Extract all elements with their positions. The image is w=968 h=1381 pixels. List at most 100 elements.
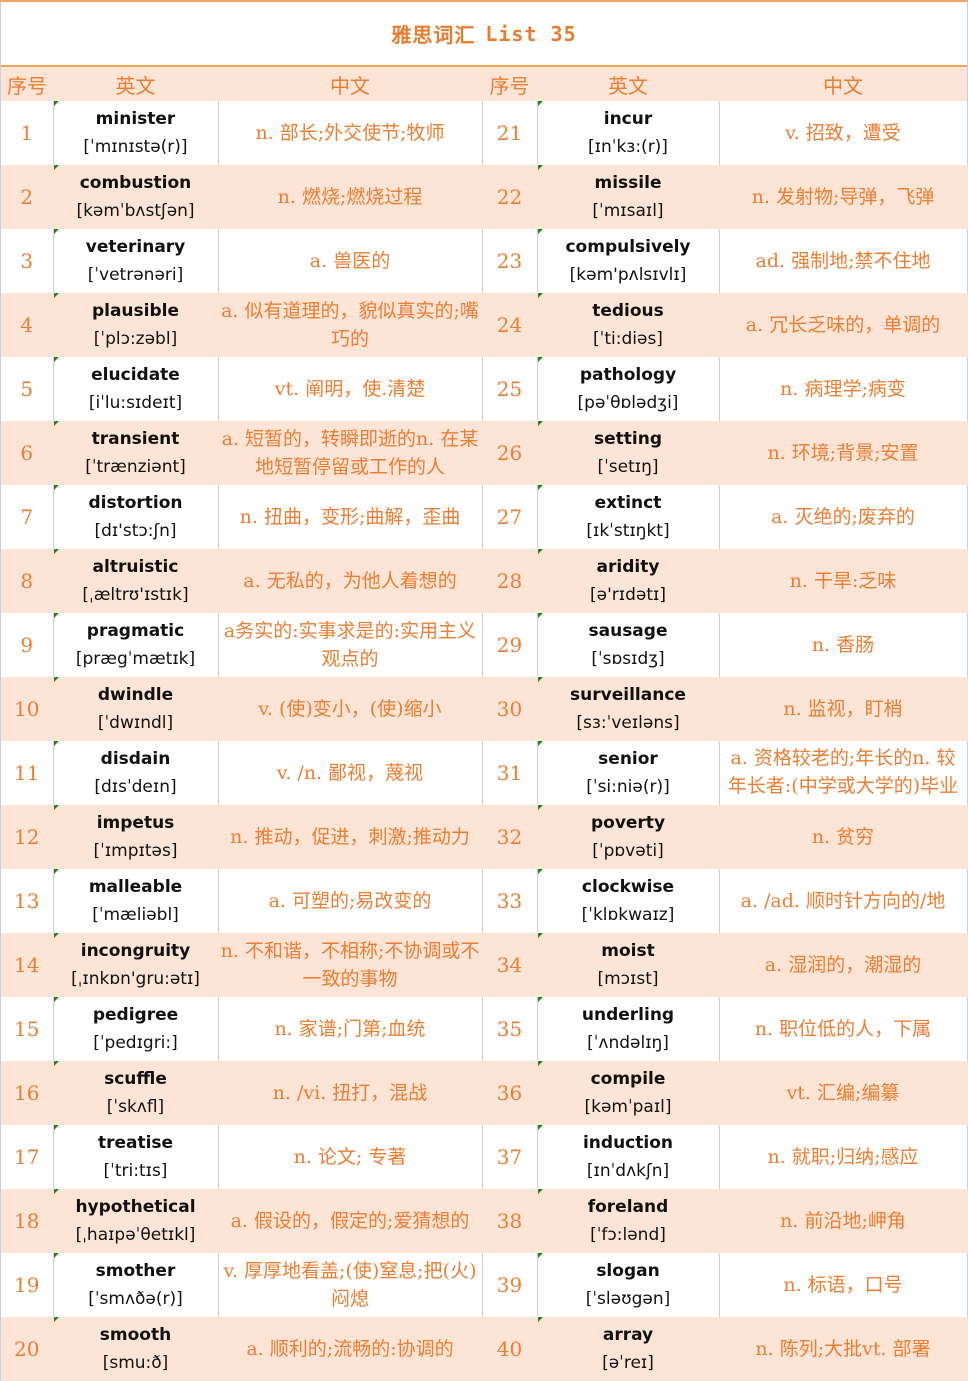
meaning: v. (使)变小，(使)缩小 bbox=[258, 698, 442, 720]
phonetic: [ˈtri:tɪs] bbox=[103, 1161, 168, 1181]
table-row: 6 transient [ˈtrænziənt] a. 短暂的，转瞬即逝的n. 在… bbox=[1, 421, 968, 485]
cell-meaning: n. 职位低的人，下属 bbox=[719, 997, 968, 1061]
cell-number: 14 bbox=[1, 933, 54, 997]
word: scuffle bbox=[104, 1069, 167, 1089]
cell-word: scuffle [ˈskʌfl] bbox=[53, 1061, 219, 1125]
cell-word: missile [ˈmɪsaɪl] bbox=[537, 165, 720, 229]
word: compile bbox=[590, 1069, 666, 1089]
meaning: n. 燃烧;燃烧过程 bbox=[277, 186, 423, 208]
table-row: 2 combustion [kəmˈbʌstʃən] n. 燃烧;燃烧过程 22 m… bbox=[1, 165, 968, 229]
word: impetus bbox=[96, 813, 175, 833]
cell-number: 8 bbox=[1, 549, 54, 613]
word: plausible bbox=[91, 301, 180, 321]
cell-meaning: v. (使)变小，(使)缩小 bbox=[218, 677, 483, 741]
cell-number: 32 bbox=[482, 805, 538, 869]
cell-word: compile [kəmˈpaɪl] bbox=[537, 1061, 720, 1125]
cell-word: poverty [ˈpɒvəti] bbox=[537, 805, 720, 869]
table-row: 7 distortion [dɪ'stɔ:ʃn] n. 扭曲，变形;曲解，歪曲 27… bbox=[1, 485, 968, 549]
cell-number: 3 bbox=[1, 229, 54, 293]
word: extinct bbox=[594, 493, 662, 513]
word: sausage bbox=[588, 621, 668, 641]
cell-meaning: a. 灭绝的;废弃的 bbox=[719, 485, 968, 549]
meaning: a. /ad. 顺时针方向的/地 bbox=[740, 890, 946, 912]
meaning: n. 前沿地;岬角 bbox=[780, 1210, 906, 1232]
phonetic: [ˈplɔ:zəbl] bbox=[93, 329, 178, 349]
meaning: n. 发射物;导弹，飞弹 bbox=[751, 186, 935, 208]
cell-word: foreland [ˈfɔ:lənd] bbox=[537, 1189, 720, 1253]
phonetic: [sɜ:ˈveɪləns] bbox=[576, 713, 680, 733]
table-row: 20 smooth [smu:ð] a. 顺利的;流畅的:协调的 40 array [… bbox=[1, 1317, 968, 1381]
cell-word: impetus [ˈɪmpɪtəs] bbox=[53, 805, 219, 869]
word: smooth bbox=[99, 1325, 172, 1345]
cell-number: 27 bbox=[482, 485, 538, 549]
word: minister bbox=[95, 109, 176, 129]
phonetic: [prægˈmætɪk] bbox=[75, 649, 196, 669]
title-cn: 雅思词汇 bbox=[391, 23, 476, 47]
cell-word: malleable [ˈmæliəbl] bbox=[53, 869, 219, 933]
cell-meaning: n. 前沿地;岬角 bbox=[719, 1189, 968, 1253]
phonetic: [ˈtrænziənt] bbox=[85, 457, 186, 477]
phonetic: [ˌhaɪpəˈθetɪkl] bbox=[75, 1225, 196, 1245]
table-row: 15 pedigree [ˈpedɪgri:] n. 家谱;门第;血统 35 und… bbox=[1, 997, 968, 1061]
cell-number: 31 bbox=[482, 741, 538, 805]
phonetic: [ˈsɒsɪdʒ] bbox=[591, 649, 665, 669]
cell-word: veterinary [ˈvetrənəri] bbox=[53, 229, 219, 293]
cell-meaning: n. 病理学;病变 bbox=[719, 357, 968, 421]
cell-number: 18 bbox=[1, 1189, 54, 1253]
cell-meaning: n. 就职;归纳;感应 bbox=[719, 1125, 968, 1189]
cell-number: 26 bbox=[482, 421, 538, 485]
cell-meaning: vt. 阐明，使.清楚 bbox=[218, 357, 483, 421]
header-num: 序号 bbox=[482, 67, 537, 101]
table-row: 10 dwindle [ˈdwɪndl] v. (使)变小，(使)缩小 30 sur… bbox=[1, 677, 968, 741]
meaning: n. 环境;背景;安置 bbox=[767, 442, 919, 464]
meaning: a. 短暂的，转瞬即逝的n. 在某地短暂停留或工作的人 bbox=[221, 428, 479, 478]
phonetic: [ˈklɒkwaɪz] bbox=[581, 905, 675, 925]
meaning: a. 湿润的，潮湿的 bbox=[764, 954, 922, 976]
phonetic: [ˌɪnkɒn'gru:ətɪ] bbox=[71, 969, 200, 989]
cell-word: sausage [ˈsɒsɪdʒ] bbox=[537, 613, 720, 677]
header-en: 英文 bbox=[53, 67, 218, 101]
cell-meaning: n. 论文; 专著 bbox=[218, 1125, 483, 1189]
cell-number: 38 bbox=[482, 1189, 538, 1253]
cell-word: induction [ɪnˈdʌkʃn] bbox=[537, 1125, 720, 1189]
phonetic: [ˈmɪnɪstə(r)] bbox=[83, 137, 188, 157]
table-row: 9 pragmatic [prægˈmætɪk] a务实的:实事求是的:实用主义观… bbox=[1, 613, 968, 677]
cell-number: 22 bbox=[482, 165, 538, 229]
meaning: a. 冗长乏味的，单调的 bbox=[745, 314, 941, 336]
word: malleable bbox=[88, 877, 183, 897]
phonetic: [kəm'pʌlsɪvlɪ] bbox=[569, 265, 687, 285]
word: incongruity bbox=[80, 941, 191, 961]
cell-number: 24 bbox=[482, 293, 538, 357]
phonetic: [ˈskʌfl] bbox=[106, 1097, 165, 1117]
word: pathology bbox=[579, 365, 677, 385]
cell-number: 13 bbox=[1, 869, 54, 933]
table-row: 8 altruistic [ˌæltrʊ'ɪstɪk] a. 无私的，为他人着想的… bbox=[1, 549, 968, 613]
phonetic: [ˈdwɪndl] bbox=[97, 713, 174, 733]
cell-meaning: a. 可塑的;易改变的 bbox=[218, 869, 483, 933]
cell-meaning: n. 监视，盯梢 bbox=[719, 677, 968, 741]
cell-meaning: n. 陈列;大批vt. 部署 bbox=[719, 1317, 968, 1381]
phonetic: [dɪsˈdeɪn] bbox=[94, 777, 177, 797]
header-en: 英文 bbox=[537, 67, 719, 101]
cell-number: 12 bbox=[1, 805, 54, 869]
word: slogan bbox=[596, 1261, 660, 1281]
word: hypothetical bbox=[75, 1197, 196, 1217]
meaning: n. 推动，促进，刺激;推动力 bbox=[230, 826, 470, 848]
cell-word: underling [ˈʌndəlɪŋ] bbox=[537, 997, 720, 1061]
phonetic: [pəˈθɒlədʒi] bbox=[577, 393, 679, 413]
word: dwindle bbox=[97, 685, 174, 705]
cell-meaning: n. 家谱;门第;血统 bbox=[218, 997, 483, 1061]
cell-meaning: n. 标语，口号 bbox=[719, 1253, 968, 1317]
cell-meaning: n. 推动，促进，刺激;推动力 bbox=[218, 805, 483, 869]
word: veterinary bbox=[85, 237, 186, 257]
cell-word: altruistic [ˌæltrʊ'ɪstɪk] bbox=[53, 549, 219, 613]
header-cn: 中文 bbox=[719, 67, 967, 101]
table-row: 16 scuffle [ˈskʌfl] n. /vi. 扭打，混战 36 compi… bbox=[1, 1061, 968, 1125]
cell-number: 6 bbox=[1, 421, 54, 485]
meaning: a. 无私的，为他人着想的 bbox=[243, 570, 457, 592]
word: poverty bbox=[590, 813, 666, 833]
cell-meaning: a. 似有道理的，貌似真实的;嘴巧的 bbox=[218, 293, 483, 357]
table-row: 1 minister [ˈmɪnɪstə(r)] n. 部长;外交使节;牧师 21 … bbox=[1, 101, 968, 165]
cell-number: 39 bbox=[482, 1253, 538, 1317]
